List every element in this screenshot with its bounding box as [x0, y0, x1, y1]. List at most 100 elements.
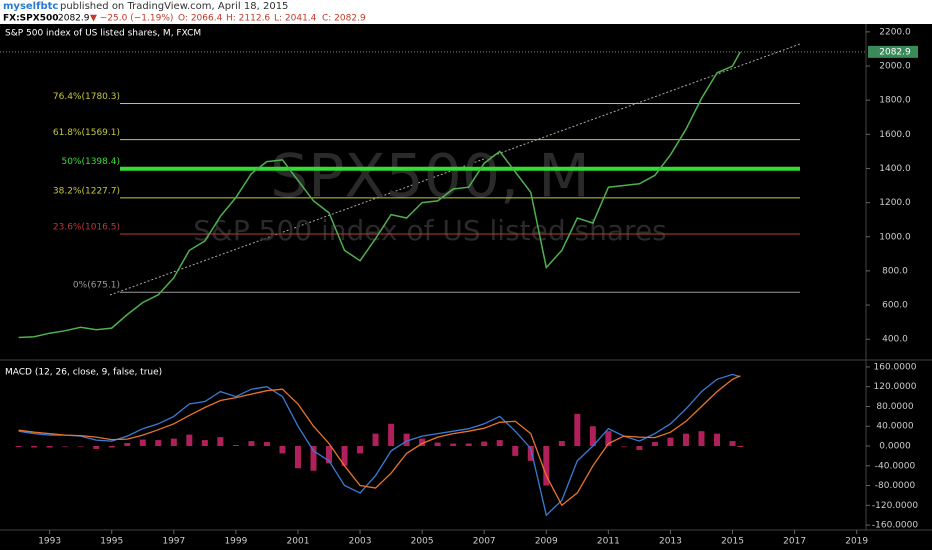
- histogram-bar: [698, 431, 705, 446]
- close: C: 2082.9: [322, 14, 366, 24]
- author[interactable]: myselfbtc: [3, 1, 58, 12]
- histogram-bar: [217, 437, 224, 446]
- y-tick-label: 40.0000: [876, 422, 913, 432]
- y-tick-label: 400.0: [882, 335, 908, 345]
- byline: published on TradingView.com, April 18, …: [60, 1, 288, 12]
- y-tick-label: 800.0: [882, 266, 908, 276]
- histogram-bar: [15, 446, 22, 447]
- fib-label: 61.8%(1569.1): [53, 128, 120, 138]
- last-price-box: [868, 45, 918, 58]
- histogram-bar: [465, 443, 472, 446]
- histogram-bar: [636, 446, 643, 450]
- histogram-bar: [620, 446, 627, 447]
- histogram-bar: [62, 446, 69, 447]
- histogram-bar: [434, 442, 441, 446]
- x-tick-label: 2003: [349, 537, 372, 547]
- histogram-bar: [737, 446, 744, 447]
- x-tick-label: 2017: [783, 537, 806, 547]
- price-line: [18, 51, 741, 339]
- y-tick-label: 80.0000: [876, 402, 913, 412]
- histogram-bar: [77, 446, 84, 447]
- histogram-bar: [574, 413, 581, 446]
- pane-title: MACD (12, 26, close, 9, false, true): [5, 368, 162, 378]
- histogram-bar: [527, 446, 534, 461]
- y-tick-label: 160.0000: [874, 362, 917, 372]
- y-tick-label: 2000.0: [879, 62, 911, 72]
- x-tick-label: 2013: [659, 537, 682, 547]
- histogram-bar: [512, 446, 519, 456]
- fib-label: 50%(1398.4): [61, 157, 120, 167]
- histogram-bar: [667, 437, 674, 446]
- x-tick-label: 2009: [535, 537, 558, 547]
- histogram-bar: [124, 443, 131, 446]
- histogram-bar: [450, 443, 457, 446]
- histogram-bar: [341, 446, 348, 466]
- histogram-bar: [729, 441, 736, 446]
- x-tick-label: 2011: [597, 537, 620, 547]
- histogram-bar: [248, 441, 255, 446]
- y-tick-label: 600.0: [882, 301, 908, 311]
- histogram-bar: [372, 433, 379, 446]
- price: 2082.9: [58, 14, 90, 24]
- open: O: 2066.4: [178, 14, 223, 24]
- chart-bg: [0, 24, 932, 550]
- histogram-bar: [310, 446, 317, 471]
- histogram-bar: [543, 446, 550, 486]
- low: L: 2041.4: [274, 14, 317, 24]
- macd-line: [18, 375, 741, 507]
- x-tick-label: 2005: [411, 537, 434, 547]
- y-tick-label: 1400.0: [879, 164, 911, 174]
- histogram-bar: [481, 441, 488, 446]
- header-bg: [0, 0, 932, 24]
- histogram-bar: [31, 446, 38, 448]
- x-tick-label: 2019: [845, 537, 868, 547]
- x-tick-label: 1993: [38, 537, 61, 547]
- last-price-label: 2082.9: [879, 47, 911, 57]
- histogram-bar: [294, 446, 301, 469]
- fib-label: 38.2%(1227.7): [53, 186, 120, 196]
- y-tick-label: -40.0000: [875, 461, 916, 471]
- change: ▼ −25.0 (−1.19%): [90, 14, 173, 24]
- symbol: FX:SPX500: [3, 14, 59, 24]
- pane-title: S&P 500 index of US listed shares, M, FX…: [5, 29, 201, 39]
- y-tick-label: -120.0000: [872, 501, 918, 511]
- histogram-bar: [714, 433, 721, 446]
- y-tick-label: 1200.0: [879, 198, 911, 208]
- y-tick-label: 0.0000: [879, 442, 911, 452]
- histogram-bar: [419, 438, 426, 446]
- y-tick-label: 2200.0: [879, 27, 911, 37]
- histogram-bar: [589, 426, 596, 446]
- histogram-bar: [186, 434, 193, 446]
- histogram-bar: [232, 445, 239, 446]
- x-tick-label: 2001: [287, 537, 310, 547]
- x-tick-label: 1997: [162, 537, 185, 547]
- histogram-bar: [263, 442, 270, 446]
- fib-label: 76.4%(1780.3): [53, 92, 120, 102]
- histogram-bar: [682, 433, 689, 446]
- histogram-bar: [201, 440, 208, 446]
- y-tick-label: 120.0000: [874, 382, 917, 392]
- histogram-bar: [357, 446, 364, 454]
- histogram-bar: [403, 433, 410, 446]
- x-tick-label: 1995: [100, 537, 123, 547]
- watermark: S&P 500 index of US listed shares: [193, 214, 667, 247]
- fib-label: 0%(675.1): [73, 281, 120, 291]
- y-tick-label: -80.0000: [875, 481, 916, 491]
- histogram-bar: [605, 431, 612, 446]
- x-tick-label: 2007: [473, 537, 496, 547]
- histogram-bar: [46, 446, 53, 448]
- histogram-bar: [139, 439, 146, 446]
- histogram-bar: [93, 446, 100, 449]
- fib-label: 23.6%(1016.5): [53, 222, 120, 232]
- y-tick-label: 1600.0: [879, 130, 911, 140]
- watermark: SPX500, M: [270, 142, 590, 212]
- histogram-bar: [651, 442, 658, 446]
- macd-line: [18, 373, 741, 517]
- y-tick-label: -160.0000: [872, 521, 918, 531]
- x-tick-label: 1999: [224, 537, 247, 547]
- x-tick-label: 2015: [721, 537, 744, 547]
- histogram-bar: [108, 446, 115, 448]
- histogram-bar: [326, 446, 333, 464]
- histogram-bar: [558, 441, 565, 446]
